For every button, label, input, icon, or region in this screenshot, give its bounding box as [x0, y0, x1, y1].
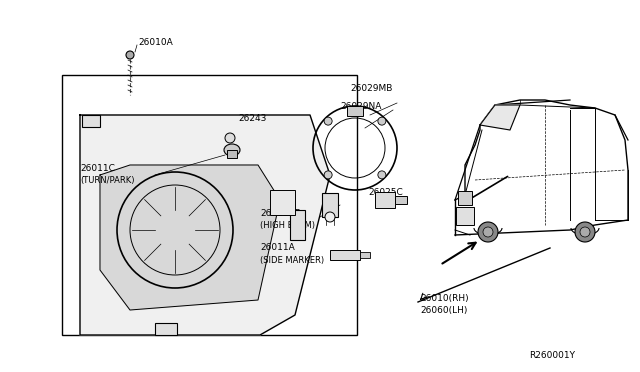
- Polygon shape: [80, 115, 330, 335]
- Circle shape: [225, 133, 235, 143]
- Bar: [456, 207, 474, 225]
- Bar: [375, 192, 395, 208]
- Circle shape: [378, 171, 386, 179]
- Text: 26025C: 26025C: [368, 187, 403, 196]
- Circle shape: [483, 227, 493, 237]
- Bar: [347, 106, 363, 116]
- Text: 26060(LH): 26060(LH): [420, 305, 467, 314]
- Polygon shape: [100, 165, 280, 310]
- Circle shape: [575, 222, 595, 242]
- Circle shape: [126, 51, 134, 59]
- Circle shape: [325, 212, 335, 222]
- Polygon shape: [480, 105, 520, 130]
- Circle shape: [324, 171, 332, 179]
- Bar: [82, 115, 100, 127]
- Bar: [395, 196, 407, 204]
- Text: 26243: 26243: [238, 113, 266, 122]
- Text: 26011AB: 26011AB: [260, 208, 301, 218]
- Bar: [458, 191, 472, 205]
- Circle shape: [478, 222, 498, 242]
- Text: 26010A: 26010A: [138, 38, 173, 46]
- Bar: [290, 210, 305, 240]
- Bar: [227, 150, 237, 158]
- Bar: [322, 193, 338, 217]
- Text: 26010(RH): 26010(RH): [420, 294, 468, 302]
- Bar: [270, 190, 295, 215]
- Text: (HIGH BEAM): (HIGH BEAM): [260, 221, 315, 230]
- Text: 26029MB: 26029MB: [350, 83, 392, 93]
- Bar: [155, 323, 177, 335]
- Circle shape: [580, 227, 590, 237]
- Text: 26011C: 26011C: [80, 164, 115, 173]
- Bar: [62, 75, 357, 335]
- Bar: [360, 252, 370, 258]
- Circle shape: [324, 117, 332, 125]
- Text: (SIDE MARKER): (SIDE MARKER): [260, 256, 324, 264]
- Ellipse shape: [224, 144, 240, 156]
- Circle shape: [378, 117, 386, 125]
- Text: 26029NA: 26029NA: [340, 102, 381, 110]
- Text: R260001Y: R260001Y: [529, 350, 575, 359]
- Text: 26011A: 26011A: [260, 244, 295, 253]
- Bar: [330, 250, 360, 260]
- Text: (TURN/PARK): (TURN/PARK): [80, 176, 134, 185]
